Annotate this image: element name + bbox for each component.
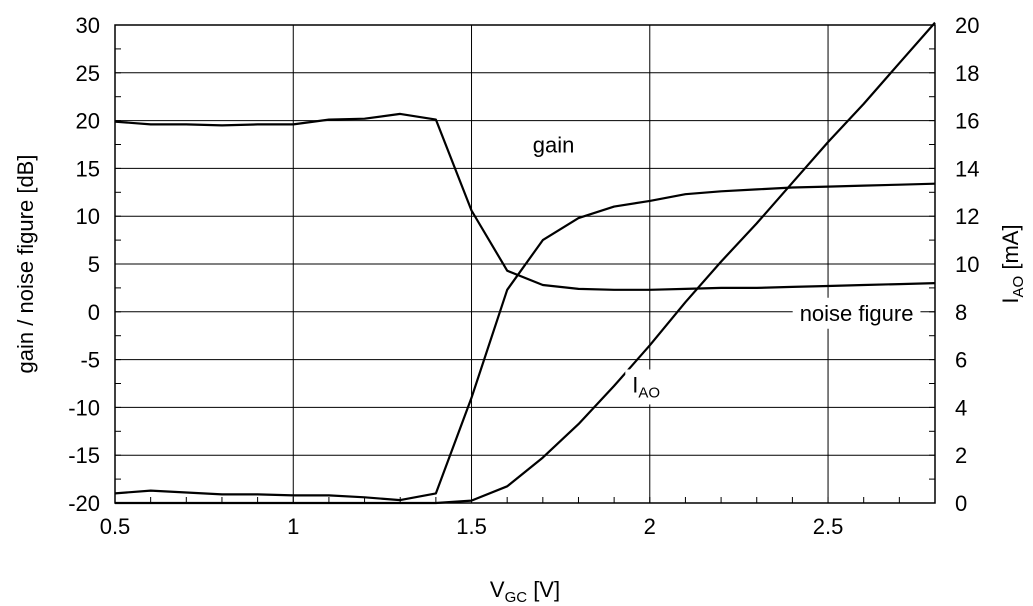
x-tick-label: 2 (644, 514, 656, 539)
axis-ticks: 0.5 1 1.5 2 2.5 -20 -15 -10 -5 0 5 10 15 20 25 30 0 2 4 6 8 1… (68, 13, 979, 539)
gain-annotation: gain (533, 133, 575, 158)
y-right-tick-label: 20 (955, 13, 979, 38)
y-left-tick-label: -5 (80, 348, 100, 373)
y-left-tick-label: -20 (68, 491, 100, 516)
gain-line (114, 182, 936, 502)
iao-annotation-background (625, 369, 668, 405)
y-left-tick-label: 25 (76, 61, 100, 86)
x-axis-label: VGC [V] (490, 577, 560, 606)
y-left-tick-label: -10 (68, 395, 100, 420)
y-axis-left-label: gain / noise figure [dB] (13, 155, 38, 374)
noise-figure-annotation: noise figure (800, 301, 914, 326)
noise-figure-line (114, 112, 936, 291)
x-tick-label: 0.5 (100, 514, 131, 539)
y-axis-right-label-unit: [mA] (998, 224, 1023, 275)
x-tick-label: 2.5 (813, 514, 844, 539)
y-right-tick-label: 16 (955, 109, 979, 134)
y-right-tick-label: 14 (955, 156, 979, 181)
x-axis-label-main: V (490, 577, 505, 602)
x-tick-label: 1.5 (456, 514, 487, 539)
y-left-tick-label: 20 (76, 109, 100, 134)
y-right-tick-label: 6 (955, 348, 967, 373)
y-right-tick-label: 8 (955, 300, 967, 325)
y-right-tick-label: 12 (955, 204, 979, 229)
y-right-tick-label: 2 (955, 443, 967, 468)
y-left-tick-label: 10 (76, 204, 100, 229)
y-axis-right-label-main: I (998, 297, 1023, 303)
y-axis-right-label: IAO [mA] (998, 224, 1027, 303)
iao-line (115, 21, 936, 505)
x-axis-label-unit: [V] (527, 577, 560, 602)
series-annotations: gain noise figure IAO (525, 129, 921, 405)
x-tick-label: 1 (287, 514, 299, 539)
y-right-tick-label: 10 (955, 252, 979, 277)
y-left-tick-label: -15 (68, 443, 100, 468)
noise-figure-annotation-background (792, 297, 921, 329)
gain-annotation-background (525, 129, 582, 161)
data-series (114, 21, 936, 505)
y-right-tick-label: 0 (955, 491, 967, 516)
iao-annotation: IAO (632, 372, 660, 401)
y-left-tick-label: 5 (88, 252, 100, 277)
y-left-tick-label: 0 (88, 300, 100, 325)
y-left-tick-label: 30 (76, 13, 100, 38)
y-right-tick-label: 18 (955, 61, 979, 86)
x-axis-label-subscript: GC (505, 589, 528, 606)
y-left-tick-label: 15 (76, 156, 100, 181)
y-axis-right-label-subscript: AO (1010, 276, 1027, 298)
y-right-tick-label: 4 (955, 395, 967, 420)
